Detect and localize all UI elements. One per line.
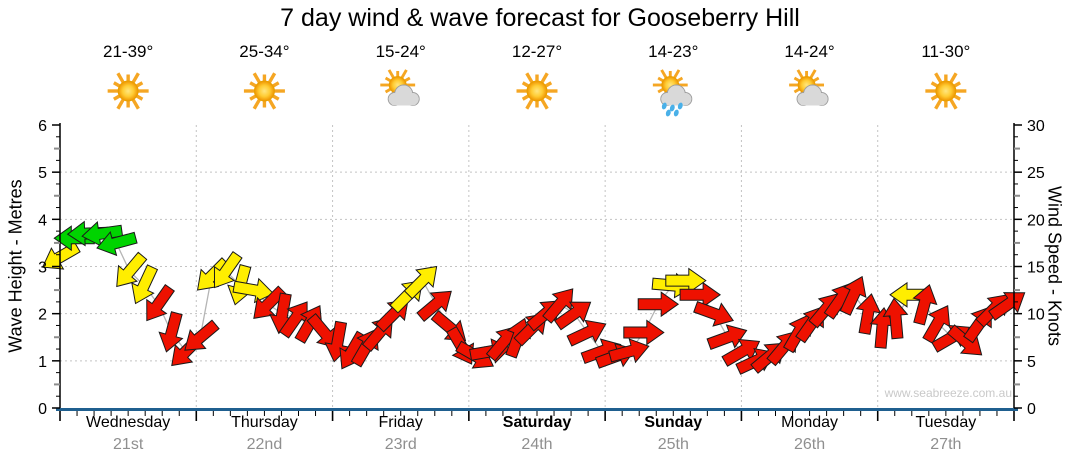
watermark: www.seabreeze.com.au [884,386,1012,400]
wind-arrow [158,311,184,353]
day-name: Friday [378,414,423,431]
raindrop [661,102,667,110]
temperature-range: 11-30° [921,42,971,61]
weather-icon-sunny [243,72,285,110]
left-tick-label: 6 [38,118,47,135]
day-name: Thursday [231,414,298,431]
wind-series-layer [41,220,1026,375]
wind-arrow [988,292,1026,321]
day-name: Wednesday [86,414,171,431]
temperature-range: 14-24° [784,42,835,61]
cloud-shape [796,84,829,106]
raindrop [677,102,683,110]
cloud-shape [387,84,420,106]
weather-icon-sunny [925,72,967,110]
wind-arrow [403,265,438,300]
left-tick-label: 2 [38,307,47,324]
chart-title: 7 day wind & wave forecast for Gooseberr… [280,4,800,32]
right-tick-label: 25 [1027,165,1045,182]
temperature-range: 15-24° [375,42,426,61]
wind-arrow [693,301,735,327]
day-date: 27th [930,436,962,453]
temperature-range: 21-39° [103,42,154,61]
wind-arrow [553,301,592,331]
right-tick-label: 20 [1027,212,1045,229]
day-name: Saturday [502,414,572,431]
wind-arrow [542,288,574,324]
wind-arrow [416,290,452,322]
raindrop [665,109,671,117]
wind-arrow [232,277,275,304]
wind-arrow [96,231,138,257]
day-name: Monday [781,414,839,431]
day-date: 24th [521,436,553,453]
right-tick-label: 5 [1027,354,1036,371]
left-tick-label: 4 [38,212,47,229]
wind-arrow [184,319,220,351]
axes-layer: 0 1 2 3 4 5 6 0 5 10 15 20 25 30 [38,118,1045,421]
weather-icon-partly-cloudy [380,69,420,106]
wind-arrow [912,284,938,326]
temperature-range: 14-23° [648,42,699,61]
temperature-range: 25-34° [239,42,290,61]
wind-arrow [839,275,867,316]
weather-icon-showers [652,69,693,117]
day-date: 25th [657,436,689,453]
wind-arrow [637,291,680,318]
wind-arrow [131,264,159,305]
raindrop [669,104,675,112]
wind-arrow [116,251,148,288]
temperature-range: 12-27° [511,42,563,61]
day-name: Tuesday [915,414,977,431]
wind-arrow [855,293,882,335]
wind-arrow [623,319,665,346]
weather-icon-sunny [107,72,149,110]
left-tick-label: 3 [38,260,47,277]
wind-arrow [882,297,909,340]
day-date: 21st [113,436,144,453]
wind-arrow [146,283,175,322]
wind-arrow [213,250,243,289]
cloud-shape [660,84,693,106]
day-date: 23rd [384,436,417,453]
day-name: Sunday [644,414,703,431]
day-date: 22nd [246,436,283,453]
raindrop [673,109,679,117]
right-tick-label: 30 [1027,118,1045,135]
right-tick-label: 0 [1027,401,1036,418]
left-tick-label: 0 [38,401,47,418]
wind-arrow [608,338,650,364]
right-tick-label: 10 [1027,307,1045,324]
weather-icon-partly-cloudy [789,69,829,106]
wind-arrow [253,285,287,319]
grid-layer [60,125,1014,408]
weather-icons-layer [107,69,967,117]
weather-icon-sunny [516,72,558,110]
wind-arrow [706,324,748,350]
left-tick-label: 5 [38,165,47,182]
left-tick-label: 1 [38,354,47,371]
day-date: 26th [793,436,826,453]
right-tick-label: 15 [1027,260,1045,277]
wind-arrow [566,319,607,347]
